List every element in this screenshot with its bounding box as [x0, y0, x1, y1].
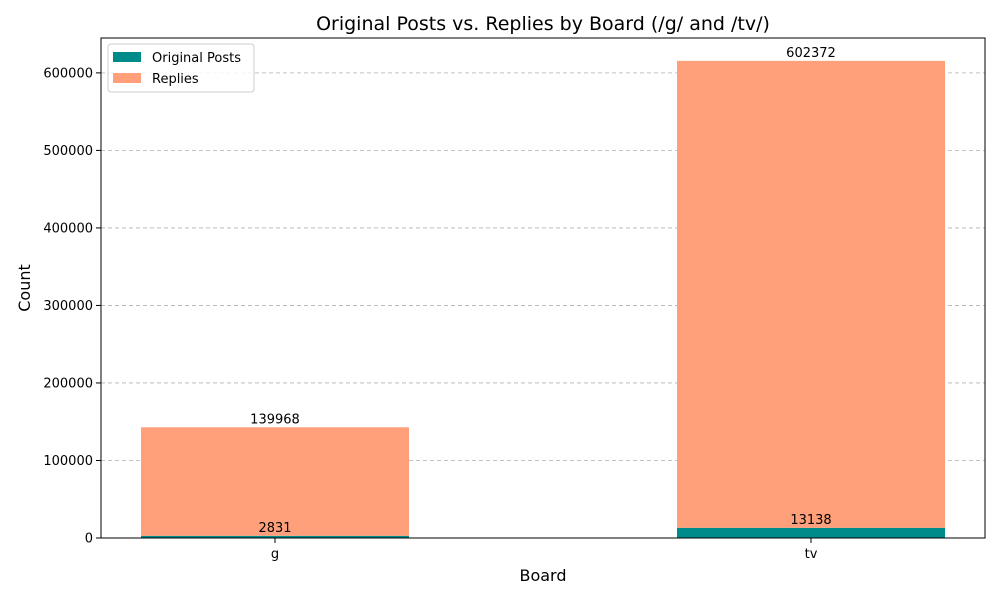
chart-title: Original Posts vs. Replies by Board (/g/…	[316, 13, 770, 35]
legend-swatch	[113, 73, 141, 83]
data-label: 602372	[786, 46, 836, 61]
x-tick-label: tv	[805, 547, 818, 562]
data-label: 139968	[250, 412, 300, 427]
y-tick-label: 300000	[43, 299, 93, 314]
y-axis-ticks: 0 100000 200000 300000 400000 500000 600000	[43, 66, 101, 547]
bar-tv-original-posts	[677, 527, 945, 538]
x-tick-label: g	[271, 547, 279, 562]
y-tick-label: 0	[85, 532, 93, 547]
y-tick-label: 100000	[43, 454, 93, 469]
bar-g-original-posts	[141, 535, 409, 538]
data-labels: 2831 139968 13138 602372	[250, 46, 836, 536]
legend-label: Original Posts	[152, 51, 241, 66]
y-tick-label: 500000	[43, 144, 93, 159]
y-tick-label: 200000	[43, 376, 93, 391]
plot-frame	[100, 37, 986, 539]
y-tick-label: 600000	[43, 66, 93, 81]
legend: Original Posts Replies	[107, 43, 255, 93]
legend-swatch	[113, 52, 141, 62]
y-axis-label: Count	[15, 264, 34, 312]
y-tick-label: 400000	[43, 221, 93, 236]
data-label: 2831	[258, 521, 291, 536]
bar-g-replies	[141, 427, 409, 536]
x-axis-label: Board	[519, 566, 566, 585]
legend-box	[107, 43, 255, 93]
data-label: 13138	[790, 513, 831, 528]
bar-tv-replies	[677, 60, 945, 528]
x-axis-ticks: g tv	[271, 538, 818, 562]
bars	[141, 60, 945, 538]
legend-label: Replies	[152, 72, 199, 87]
